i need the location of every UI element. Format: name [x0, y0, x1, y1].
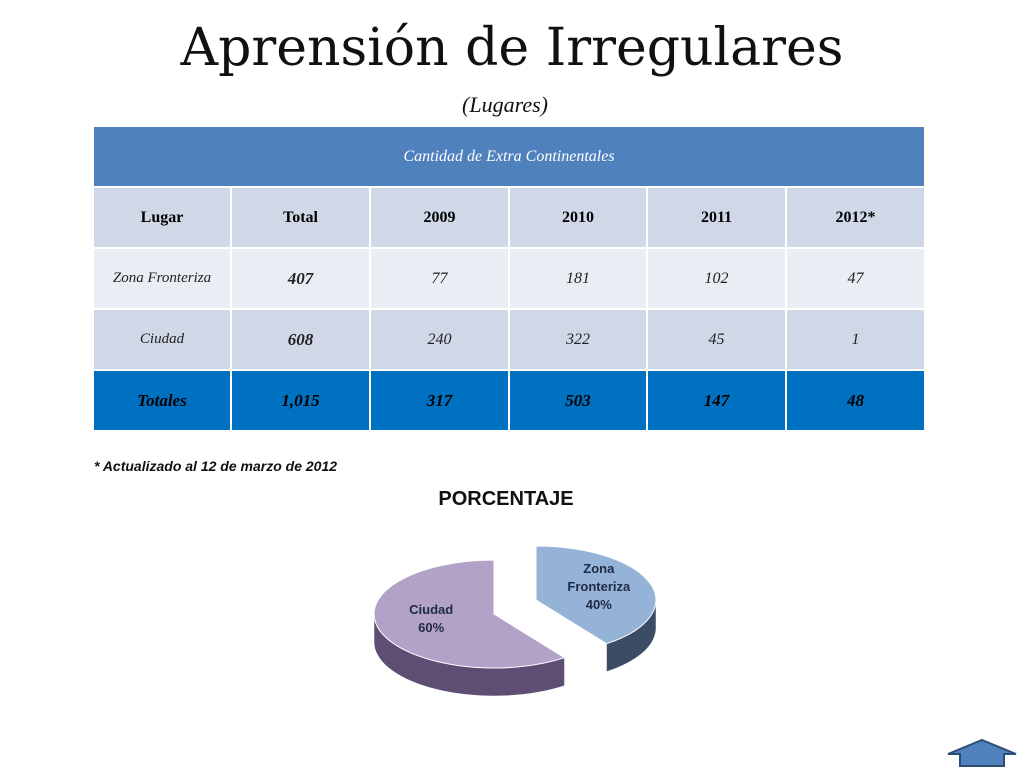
table-cell: 240: [369, 308, 510, 371]
table-cell: 48: [785, 369, 926, 432]
column-header-total: Total: [230, 186, 371, 249]
pie-slice: [373, 559, 566, 697]
footnote: * Actualizado al 12 de marzo de 2012: [94, 458, 338, 474]
pie-slice: [535, 545, 657, 673]
table-cell: 45: [646, 308, 787, 371]
table-cell: 147: [646, 369, 787, 432]
table-cell-total: 608: [230, 308, 371, 371]
table-cell: 181: [508, 247, 648, 310]
table-cell: 47: [785, 247, 926, 310]
table-cell: 1: [785, 308, 926, 371]
table-cell: 503: [508, 369, 648, 432]
table-totals-row: Totales 1,015 317 503 147 48: [92, 369, 926, 432]
pie-chart: Zona Fronteriza 40% Ciudad 60%: [373, 545, 657, 697]
table-header-row: Lugar Total 2009 2010 2011 2012*: [92, 186, 926, 249]
table-cell: 77: [369, 247, 510, 310]
page-title: Aprensión de Irregulares: [180, 18, 844, 78]
column-header-lugar: Lugar: [92, 186, 232, 249]
column-header-2012: 2012*: [785, 186, 926, 249]
pie-slice-label: Zona Fronteriza 40%: [567, 561, 631, 612]
table-cell-place: Totales: [92, 369, 232, 432]
data-table: Cantidad de Extra Continentales Lugar To…: [92, 125, 926, 432]
pie-slice-top: [373, 559, 566, 669]
column-header-2010: 2010: [508, 186, 648, 249]
column-header-2011: 2011: [646, 186, 787, 249]
table-caption: Cantidad de Extra Continentales: [92, 125, 926, 188]
up-arrow-icon[interactable]: [946, 738, 1018, 768]
chart-title: PORCENTAJE: [438, 488, 574, 510]
table-cell-place: Zona Fronteriza: [92, 247, 232, 310]
table-caption-row: Cantidad de Extra Continentales: [92, 125, 926, 188]
table-cell-place: Ciudad: [92, 308, 232, 371]
page-subtitle: (Lugares): [462, 92, 548, 117]
table-cell-total: 407: [230, 247, 371, 310]
pie-slice-top: [535, 545, 657, 645]
table-row: Ciudad 608 240 322 45 1: [92, 308, 926, 371]
table-cell: 102: [646, 247, 787, 310]
column-header-2009: 2009: [369, 186, 510, 249]
table-row: Zona Fronteriza 407 77 181 102 47: [92, 247, 926, 310]
table-cell: 322: [508, 308, 648, 371]
pie-slice-label: Ciudad 60%: [409, 602, 453, 635]
table-cell: 317: [369, 369, 510, 432]
table-cell-total: 1,015: [230, 369, 371, 432]
